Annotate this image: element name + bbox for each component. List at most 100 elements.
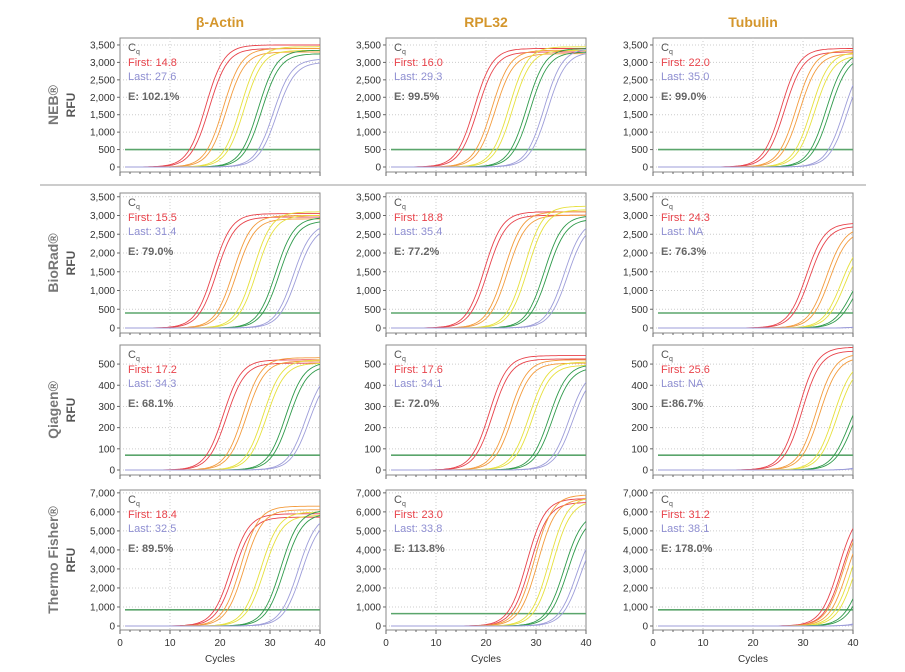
y-tick-label: 500 <box>364 145 381 156</box>
y-tick-label: 0 <box>642 466 648 477</box>
panel: 0 500 1,000 1,500 2,000 2,500 3,000 3,500 CqFirs… <box>623 192 854 337</box>
y-tick-label: 200 <box>364 423 381 434</box>
cq-label: Cq <box>394 197 406 211</box>
curves <box>125 357 320 471</box>
amplification-curve <box>391 559 586 627</box>
x-axis-label: Cycles <box>738 654 768 665</box>
y-tick-label: 3,000 <box>356 564 381 575</box>
amplification-curve <box>391 53 586 168</box>
y-tick-label: 7,000 <box>356 488 381 499</box>
x-tick-label: 40 <box>847 638 859 649</box>
y-tick-label: 0 <box>109 622 115 633</box>
y-tick-label: 2,000 <box>90 249 115 260</box>
y-tick-label: 3,500 <box>356 40 381 51</box>
y-tick-label: 1,000 <box>623 286 648 297</box>
y-tick-label: 3,500 <box>90 192 115 203</box>
panel: 0 500 1,000 1,500 2,000 2,500 3,000 3,500 CqFirs… <box>623 37 854 176</box>
y-tick-label: 300 <box>631 402 648 413</box>
y-tick-label: 6,000 <box>623 507 648 518</box>
y-tick-label: 2,500 <box>90 75 115 86</box>
curves <box>658 223 853 329</box>
cq-subscript: q <box>669 356 673 363</box>
y-tick-label: 100 <box>631 444 648 455</box>
cq-subscript: q <box>402 204 406 211</box>
efficiency: E: 89.5% <box>128 543 173 555</box>
y-tick-label: 7,000 <box>623 488 648 499</box>
y-tick-label: 0 <box>642 622 648 633</box>
y-tick-label: 100 <box>364 444 381 455</box>
amplification-curve <box>391 234 586 329</box>
y-tick-label: 0 <box>109 324 115 335</box>
curves <box>125 505 320 627</box>
cq-label: Cq <box>394 494 406 508</box>
y-tick-label: 2,500 <box>623 75 648 86</box>
y-tick-label: 7,000 <box>90 488 115 499</box>
y-tick-label: 0 <box>642 324 648 335</box>
y-tick-label: 1,000 <box>90 286 115 297</box>
efficiency: E: 178.0% <box>661 543 713 555</box>
cq-subscript: q <box>669 501 673 508</box>
curves <box>125 211 320 329</box>
y-tick-label: 2,500 <box>356 230 381 241</box>
cq-subscript: q <box>402 356 406 363</box>
efficiency: E: 99.0% <box>661 91 706 103</box>
column-title: Tubulin <box>728 14 778 30</box>
last-cq: Last: 33.8 <box>394 523 442 535</box>
first-cq: First: 22.0 <box>661 57 710 69</box>
y-tick-label: 4,000 <box>90 545 115 556</box>
amplification-curve <box>125 233 320 329</box>
panel: 0 500 1,000 1,500 2,000 2,500 3,000 3,500 CqFirs… <box>90 37 321 176</box>
y-tick-label: 5,000 <box>90 526 115 537</box>
cq-label: Cq <box>394 42 406 56</box>
last-cq: Last: 29.3 <box>394 71 442 83</box>
y-tick-label: 200 <box>98 423 115 434</box>
first-cq: First: 31.2 <box>661 509 710 521</box>
cq-subscript: q <box>136 356 140 363</box>
y-tick-label: 400 <box>98 381 115 392</box>
y-tick-label: 2,000 <box>356 93 381 104</box>
y-tick-label: 3,000 <box>623 564 648 575</box>
y-tick-label: 1,500 <box>356 110 381 121</box>
cq-subscript: q <box>136 204 140 211</box>
curves <box>658 346 853 471</box>
y-tick-label: 5,000 <box>356 526 381 537</box>
first-cq: First: 18.8 <box>394 212 443 224</box>
amplification-curve <box>658 327 853 329</box>
y-tick-label: 300 <box>364 402 381 413</box>
panel: 0 500 1,000 1,500 2,000 2,500 3,000 3,500 CqFirs… <box>356 192 587 337</box>
row-label: Thermo Fisher® <box>45 506 61 614</box>
y-tick-label: 0 <box>109 163 115 174</box>
y-tick-label: 2,500 <box>90 230 115 241</box>
x-tick-label: 30 <box>264 638 276 649</box>
panel: 0 1,000 2,000 3,000 4,000 5,000 6,000 7,000 0 10 2… <box>623 488 859 665</box>
y-tick-label: 2,000 <box>623 583 648 594</box>
y-tick-label: 100 <box>98 444 115 455</box>
column-title: RPL32 <box>464 14 508 30</box>
last-cq: Last: 35.0 <box>661 71 709 83</box>
y-tick-label: 500 <box>98 360 115 371</box>
x-tick-label: 20 <box>214 638 226 649</box>
x-tick-label: 0 <box>650 638 656 649</box>
efficiency: E:86.7% <box>661 398 703 410</box>
amplification-curve <box>125 394 320 471</box>
last-cq: Last: 38.1 <box>661 523 709 535</box>
cq-label: Cq <box>128 197 140 211</box>
row-label: NEB® <box>45 84 61 125</box>
y-tick-label: 4,000 <box>356 545 381 556</box>
curves <box>391 355 586 471</box>
y-tick-label: 400 <box>364 381 381 392</box>
y-tick-label: 3,500 <box>356 192 381 203</box>
y-tick-label: 500 <box>631 360 648 371</box>
amplification-curve <box>391 389 586 471</box>
row-label: BioRad® <box>45 233 61 293</box>
efficiency: E: 79.0% <box>128 246 173 258</box>
x-tick-label: 10 <box>430 638 442 649</box>
cq-label: Cq <box>661 42 673 56</box>
last-cq: Last: 34.1 <box>394 378 442 390</box>
y-tick-label: 1,000 <box>356 286 381 297</box>
x-tick-label: 0 <box>383 638 389 649</box>
last-cq: Last: 27.6 <box>128 71 176 83</box>
x-tick-label: 30 <box>797 638 809 649</box>
